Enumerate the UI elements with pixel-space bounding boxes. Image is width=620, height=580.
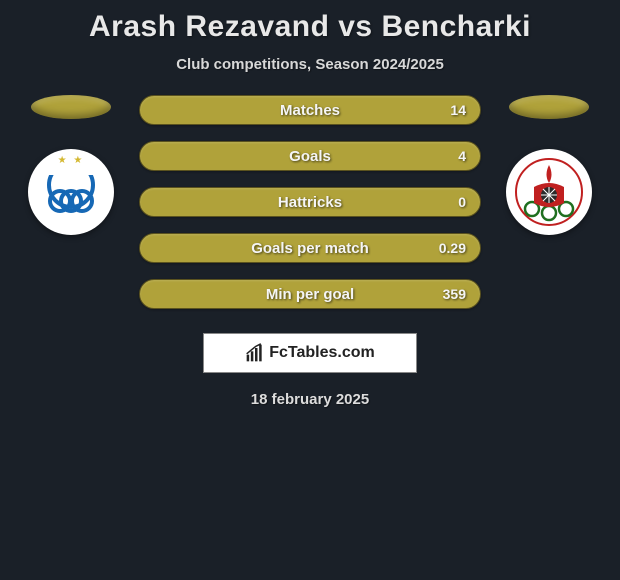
- stat-label: Goals per match: [251, 240, 369, 257]
- chart-icon: [245, 343, 265, 363]
- date-text: 18 february 2025: [0, 391, 620, 408]
- stat-label: Hattricks: [278, 194, 342, 211]
- main-row: ★ ★ Matches 14 Goals 4 H: [0, 95, 620, 309]
- stars-icon: ★ ★: [40, 155, 102, 166]
- stat-value: 359: [443, 286, 466, 302]
- stat-value: 0.29: [439, 240, 466, 256]
- stat-bar-goals: Goals 4: [139, 141, 481, 171]
- page-title: Arash Rezavand vs Bencharki: [0, 0, 620, 44]
- stat-bar-hattricks: Hattricks 0: [139, 187, 481, 217]
- club-logo-left-inner: ★ ★: [40, 161, 102, 223]
- crest-icon: [514, 157, 584, 227]
- player-left-col: ★ ★: [21, 95, 121, 235]
- stat-bar-gpm: Goals per match 0.29: [139, 233, 481, 263]
- player-right-col: [499, 95, 599, 235]
- subtitle: Club competitions, Season 2024/2025: [0, 56, 620, 73]
- stat-value: 14: [450, 102, 466, 118]
- stat-bar-mpg: Min per goal 359: [139, 279, 481, 309]
- comparison-card: Arash Rezavand vs Bencharki Club competi…: [0, 0, 620, 580]
- club-logo-left: ★ ★: [28, 149, 114, 235]
- player-left-badge: [31, 95, 111, 119]
- rings-icon: [45, 175, 97, 219]
- player-right-badge: [509, 95, 589, 119]
- stat-label: Min per goal: [266, 286, 354, 303]
- stats-column: Matches 14 Goals 4 Hattricks 0 Goals per…: [139, 95, 481, 309]
- stat-bar-matches: Matches 14: [139, 95, 481, 125]
- stat-label: Matches: [280, 102, 340, 119]
- brand-text: FcTables.com: [269, 344, 375, 362]
- stat-label: Goals: [289, 148, 331, 165]
- stat-value: 0: [458, 194, 466, 210]
- club-logo-right-inner: [514, 157, 584, 227]
- club-logo-right: [506, 149, 592, 235]
- stat-value: 4: [458, 148, 466, 164]
- brand-box[interactable]: FcTables.com: [203, 333, 417, 373]
